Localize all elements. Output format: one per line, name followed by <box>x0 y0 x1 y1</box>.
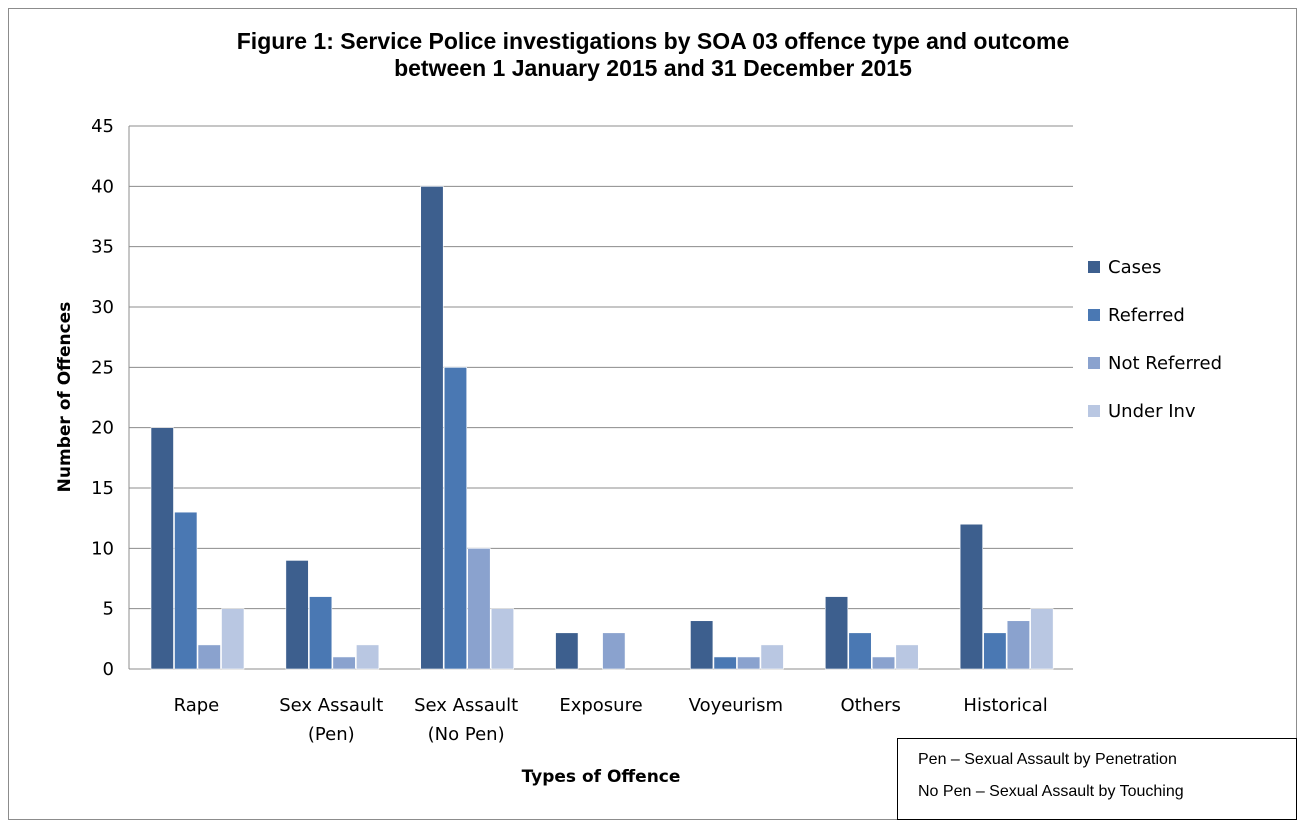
y-tick-label: 0 <box>103 659 114 680</box>
x-tick-label: Sex Assault <box>279 695 383 716</box>
legend-item: Referred <box>1088 291 1222 339</box>
y-tick-label: 5 <box>103 599 114 620</box>
bar <box>895 644 919 670</box>
y-tick-label: 40 <box>91 176 114 197</box>
bar <box>824 596 849 670</box>
bar <box>443 367 468 670</box>
bar <box>221 608 245 670</box>
bar <box>490 608 515 670</box>
legend-swatch <box>1088 309 1100 321</box>
abbreviation-note-box: Pen – Sexual Assault by Penetration No P… <box>897 738 1297 820</box>
x-axis-title: Types of Offence <box>522 767 681 787</box>
bar <box>737 656 761 670</box>
bar <box>309 596 333 670</box>
bar <box>760 644 784 670</box>
chart-title-line-1: Figure 1: Service Police investigations … <box>236 28 1070 54</box>
bar <box>174 511 198 670</box>
chart-title: Figure 1: Service Police investigations … <box>0 28 1306 82</box>
bar <box>555 632 579 670</box>
y-tick-label: 35 <box>91 237 114 258</box>
bar <box>848 632 872 670</box>
legend-label: Not Referred <box>1108 352 1223 374</box>
legend-item: Cases <box>1088 243 1222 291</box>
bar <box>871 656 896 670</box>
legend-swatch <box>1088 357 1100 369</box>
y-tick-label: 10 <box>91 538 114 559</box>
legend-label: Under Inv <box>1108 400 1196 422</box>
bar <box>356 644 380 670</box>
legend-item: Under Inv <box>1088 387 1222 435</box>
x-tick-label: Others <box>840 695 901 716</box>
x-tick-label: Voyeurism <box>689 695 783 716</box>
bar <box>690 620 714 670</box>
x-tick-label: Rape <box>174 695 220 716</box>
bar <box>467 548 491 670</box>
bar <box>420 186 444 670</box>
y-tick-label: 30 <box>91 297 114 318</box>
bar <box>332 656 356 670</box>
bar <box>1030 608 1054 670</box>
bar <box>1006 620 1030 670</box>
x-tick-label: (Pen) <box>308 724 355 745</box>
chart-frame <box>8 8 1297 820</box>
bar <box>602 632 626 670</box>
chart-legend: Cases Referred Not Referred Under Inv <box>1088 243 1222 435</box>
legend-item: Not Referred <box>1088 339 1222 387</box>
note-no-pen: No Pen – Sexual Assault by Touching <box>918 783 1184 800</box>
y-axis-title: Number of Offences <box>55 302 75 493</box>
bar <box>285 560 309 670</box>
x-tick-label: Sex Assault <box>414 695 518 716</box>
x-tick-label: (No Pen) <box>428 724 505 745</box>
x-tick-label: Historical <box>963 695 1047 716</box>
note-pen: Pen – Sexual Assault by Penetration <box>918 751 1177 768</box>
y-tick-label: 45 <box>91 116 114 137</box>
chart-title-line-2: between 1 January 2015 and 31 December 2… <box>394 55 912 81</box>
legend-swatch <box>1088 261 1100 273</box>
y-tick-label: 25 <box>91 357 114 378</box>
bar <box>983 632 1007 670</box>
y-tick-label: 15 <box>91 478 114 499</box>
bar <box>959 523 983 670</box>
bar <box>197 644 221 670</box>
legend-swatch <box>1088 405 1100 417</box>
legend-label: Cases <box>1108 256 1162 278</box>
x-tick-label: Exposure <box>559 695 642 716</box>
bar <box>150 427 174 670</box>
y-tick-label: 20 <box>91 418 114 439</box>
bar <box>713 656 737 670</box>
legend-label: Referred <box>1108 304 1185 326</box>
